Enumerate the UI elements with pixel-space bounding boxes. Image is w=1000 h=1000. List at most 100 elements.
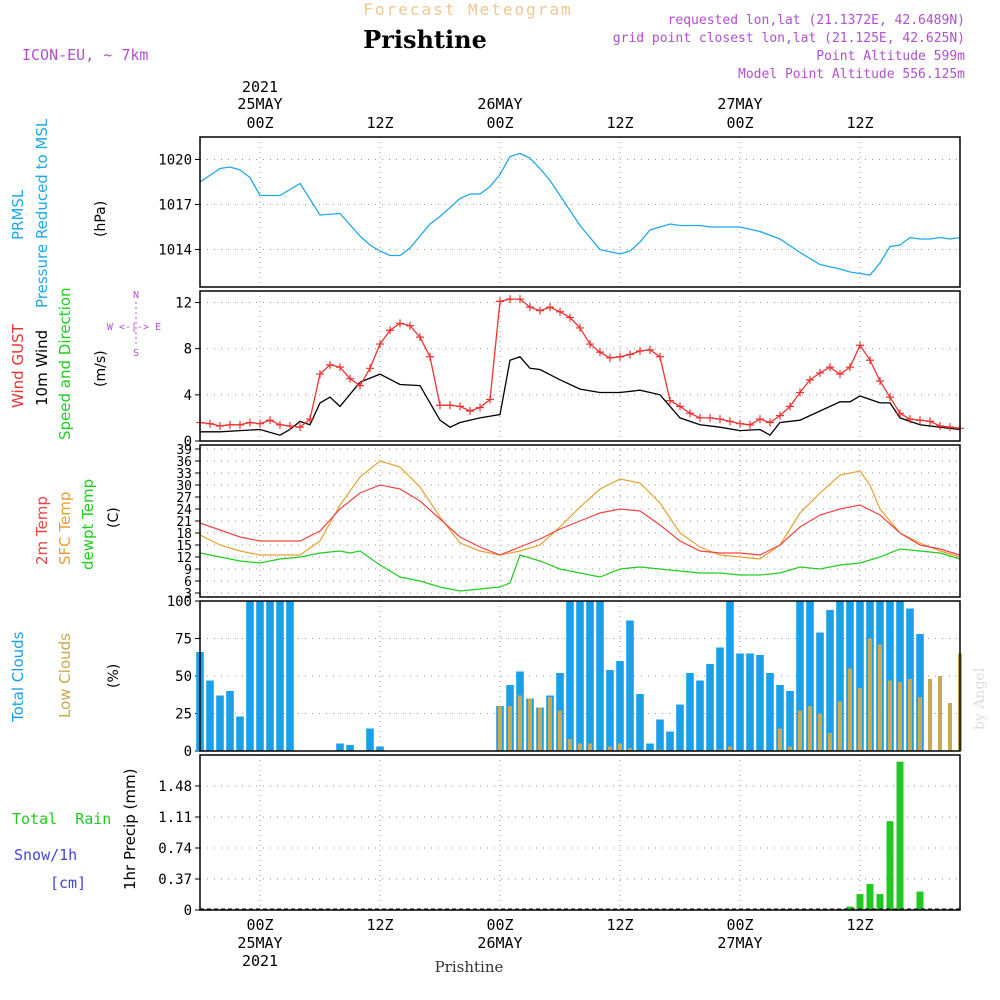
y-tick-label: 0 [184, 903, 192, 919]
top-hour-label: 12Z [846, 114, 873, 132]
gust-point [756, 415, 764, 424]
gust-point [856, 341, 864, 350]
low-cloud-bar [808, 706, 812, 751]
gust-point [276, 420, 284, 429]
total-cloud-bar [216, 695, 224, 751]
gust-point [806, 375, 814, 384]
gust-point [416, 333, 424, 342]
bottom-date-label: 25MAY [237, 934, 282, 952]
total-cloud-bar [206, 680, 214, 751]
low-cloud-bar [948, 703, 952, 751]
low-cloud-bar [618, 743, 622, 751]
top-hour-label: 12Z [606, 114, 633, 132]
pressure-label-2: Pressure Reduced to MSL [33, 118, 51, 308]
gust-point [946, 423, 954, 432]
top-hour-label: 00Z [246, 114, 273, 132]
total-cloud-bar [666, 731, 674, 751]
gust-point [626, 350, 634, 359]
rain-bar [886, 821, 894, 910]
total-cloud-bar [836, 601, 844, 751]
gust-point [326, 360, 334, 369]
product-title: Forecast Meteogram [363, 0, 572, 19]
plot-layer [196, 152, 964, 910]
y-tick-label: 36 [176, 455, 192, 470]
total-cloud-bar [286, 601, 294, 751]
pressure-label-1: PRMSL [9, 189, 27, 240]
y-tick-label: 75 [175, 632, 192, 648]
low-cloud-bar [548, 697, 552, 751]
gust-point [836, 370, 844, 379]
total-cloud-bar [746, 653, 754, 751]
gust-point [606, 353, 614, 362]
gust-point [876, 377, 884, 385]
gust-point [306, 415, 314, 424]
wind-label: 10m Wind [33, 330, 51, 406]
y-tick-label: 50 [175, 669, 192, 685]
gust-point [486, 395, 494, 404]
low-cloud-bar [628, 748, 632, 751]
total-cloud-bar [566, 601, 574, 751]
snow-label: Snow/1h [14, 846, 77, 864]
wind-unit: (m/s) [93, 350, 109, 387]
gust-point [696, 413, 704, 422]
dewpt-label: dewpt Temp [79, 479, 97, 570]
low-cloud-bar [568, 739, 572, 751]
gust-point [916, 416, 924, 425]
total-cloud-bar [236, 716, 244, 751]
total-cloud-bar [336, 743, 344, 751]
top-date-label: 26MAY [477, 95, 522, 113]
y-tick-label: 33 [176, 467, 192, 482]
gust-point [536, 306, 544, 315]
low-cloud-bar [728, 746, 732, 751]
gust-point [846, 363, 854, 372]
low-cloud-bar [888, 680, 892, 751]
total-cloud-bar [366, 728, 374, 751]
total-cloud-bar [856, 601, 864, 751]
low-cloud-bar [878, 644, 882, 751]
total-cloud-bar [246, 601, 254, 751]
total-cloud-bar [806, 601, 814, 751]
wind-dir-label: Speed and Direction [56, 287, 74, 440]
gust-point [636, 347, 644, 355]
gust-point [766, 418, 774, 427]
gust-point [936, 422, 944, 430]
gust-point [446, 401, 454, 410]
top-hour-label: 00Z [726, 114, 753, 132]
gust-point [406, 321, 414, 330]
gust-point [736, 419, 744, 428]
gust-point [376, 340, 384, 349]
gust-point [236, 420, 244, 429]
bottom-date-label: 27MAY [717, 934, 762, 952]
requested-coords: requested lon,lat (21.1372E, 42.6489N) [668, 13, 965, 28]
rain-label: Total Rain [12, 810, 111, 828]
y-tick-label: 18 [176, 527, 192, 542]
compass-we: W <-|-> E [107, 322, 161, 333]
total-cloud-bar [696, 680, 704, 751]
y-tick-label: 24 [176, 503, 192, 518]
bottom-hour-label: 00Z [246, 916, 273, 934]
gust-point [456, 402, 464, 411]
total-cloud-bar [276, 601, 284, 751]
total-cloud-bar [706, 664, 714, 751]
total-cloud-bar [596, 601, 604, 751]
point-altitude: Point Altitude 599m [816, 49, 965, 64]
credit-label: by Angel [972, 667, 988, 730]
low-cloud-bar [838, 701, 842, 751]
total-cloud-label: Total Clouds [9, 631, 27, 723]
temp2m-line [199, 484, 961, 556]
y-tick-label: 1.11 [158, 810, 192, 826]
location-title: Prishtine [363, 25, 487, 54]
gust-point [526, 303, 534, 312]
total-cloud-bar [676, 704, 684, 751]
rain-bar [856, 894, 864, 910]
low-cloud-bar [858, 688, 862, 751]
gust-point [556, 307, 564, 316]
low-cloud-bar [608, 746, 612, 751]
total-cloud-bar [656, 719, 664, 751]
total-cloud-bar [776, 685, 784, 751]
y-tick-label: 1017 [158, 198, 192, 214]
gust-point [596, 348, 604, 357]
low-cloud-bar [778, 728, 782, 751]
y-tick-label: 15 [176, 539, 192, 554]
compass-s: S [133, 348, 139, 359]
